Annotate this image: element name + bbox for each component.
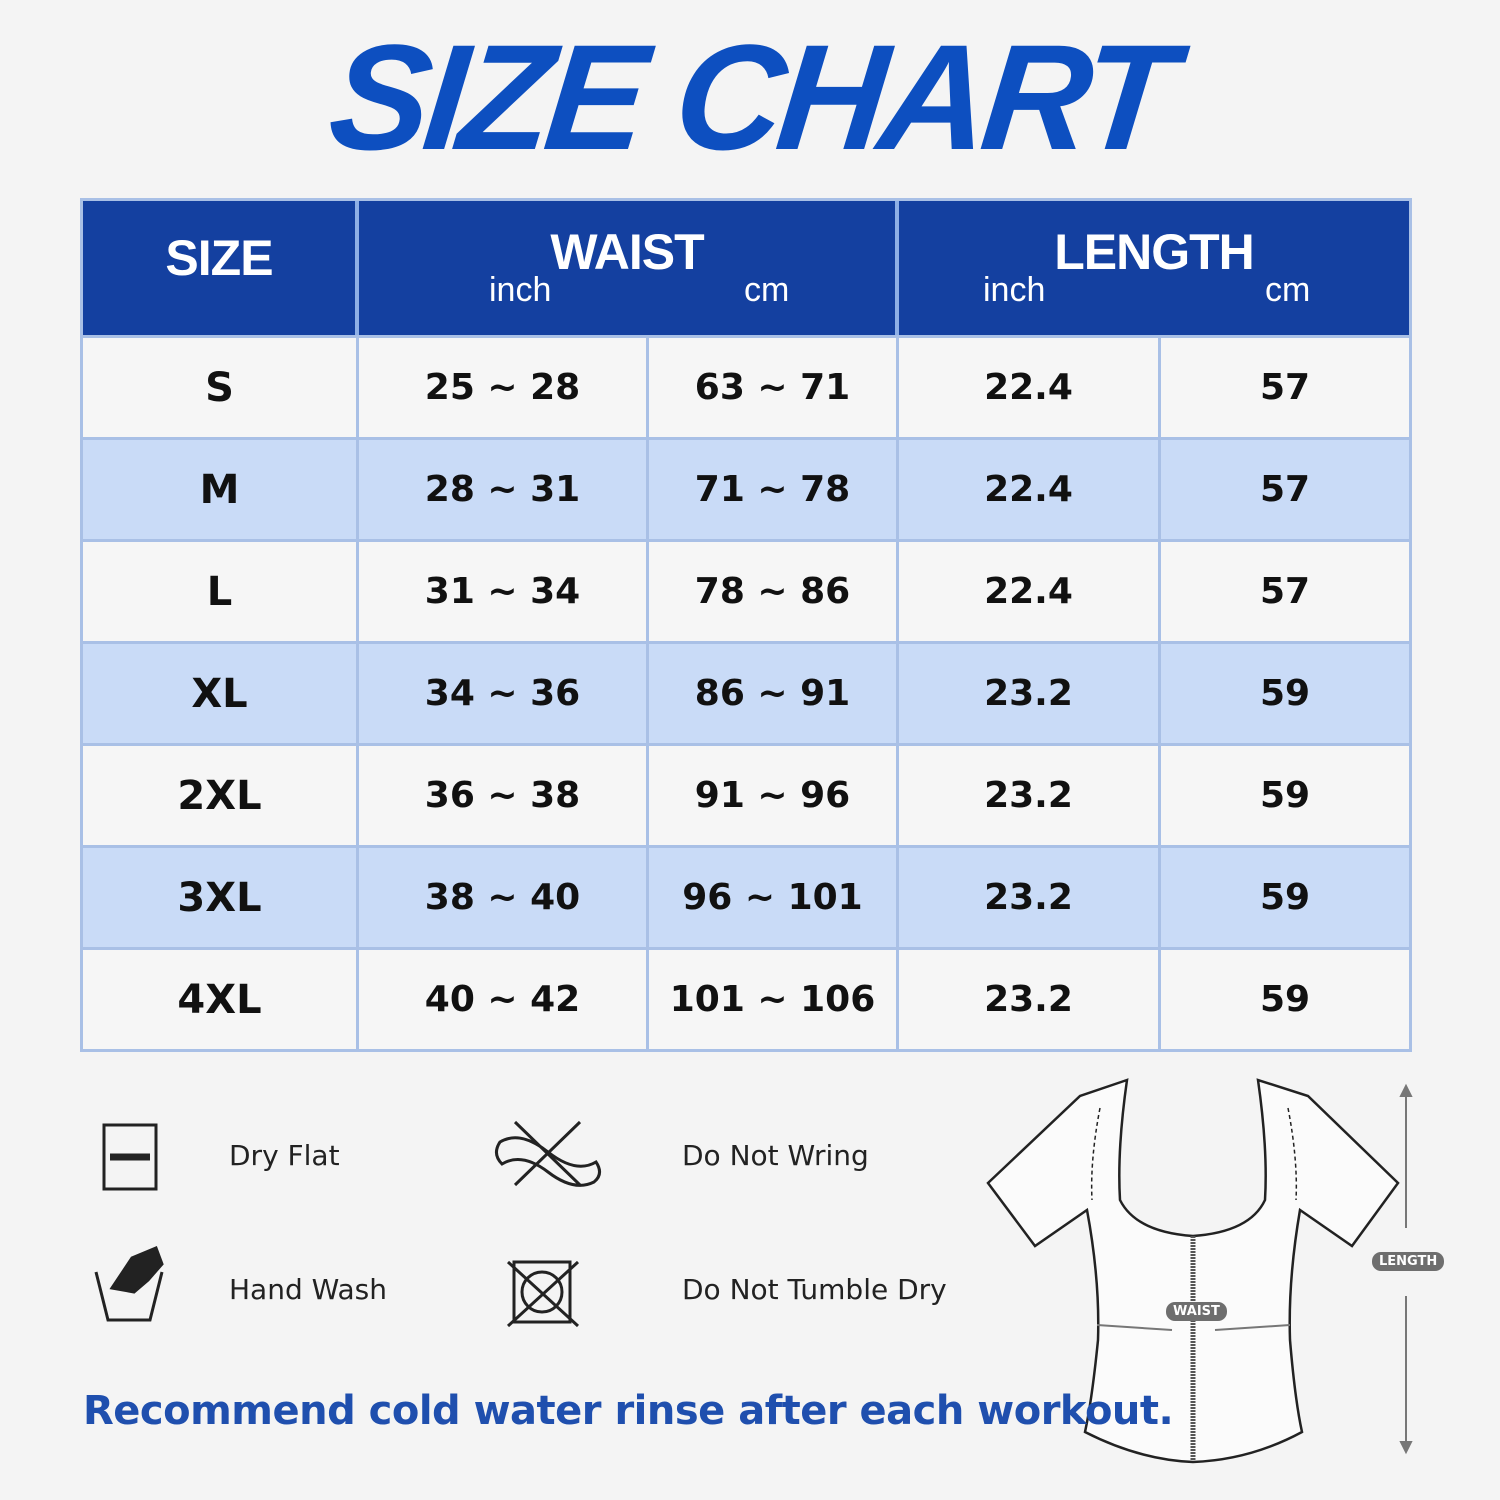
cell-length-inch: 23.2 (899, 644, 1161, 743)
cell-waist-cm: 63 ~ 71 (649, 338, 899, 437)
header-size: SIZE (83, 201, 359, 335)
table-row: S 25 ~ 28 63 ~ 71 22.4 57 (83, 335, 1409, 437)
waist-label: WAIST (1166, 1302, 1227, 1321)
table-row: 3XL 38 ~ 40 96 ~ 101 23.2 59 (83, 845, 1409, 947)
cell-size: XL (83, 644, 359, 743)
table-row: 2XL 36 ~ 38 91 ~ 96 23.2 59 (83, 743, 1409, 845)
cell-length-cm: 57 (1259, 367, 1311, 408)
cell-waist-cm: 101 ~ 106 (649, 950, 899, 1049)
cell-waist-inch: 28 ~ 31 (359, 440, 649, 539)
hand-wash-icon (94, 1246, 164, 1322)
cell-length-inch: 23.2 (899, 950, 1161, 1049)
cell-length-cm: 59 (1259, 877, 1311, 918)
cell-size: 2XL (83, 746, 359, 845)
cell-length-inch: 23.2 (899, 848, 1161, 947)
do-not-tumble-dry-icon (506, 1260, 580, 1328)
cell-size: M (83, 440, 359, 539)
cell-waist-cm: 91 ~ 96 (649, 746, 899, 845)
care-label-do-not-wring: Do Not Wring (682, 1139, 869, 1172)
dry-flat-icon (102, 1123, 158, 1191)
table-row: XL 34 ~ 36 86 ~ 91 23.2 59 (83, 641, 1409, 743)
length-label: LENGTH (1372, 1252, 1445, 1271)
header-waist: WAIST inch cm (359, 201, 899, 335)
cell-waist-inch: 40 ~ 42 (359, 950, 649, 1049)
cell-length-inch: 22.4 (899, 542, 1161, 641)
cell-waist-inch: 36 ~ 38 (359, 746, 649, 845)
cell-waist-inch: 38 ~ 40 (359, 848, 649, 947)
care-note: Recommend cold water rinse after each wo… (83, 1388, 1174, 1434)
cell-size: 4XL (83, 950, 359, 1049)
care-label-dry-flat: Dry Flat (229, 1139, 340, 1172)
do-not-wring-icon (495, 1120, 601, 1187)
table-row: 4XL 40 ~ 42 101 ~ 106 23.2 59 (83, 947, 1409, 1049)
cell-waist-inch: 34 ~ 36 (359, 644, 649, 743)
cell-size: L (83, 542, 359, 641)
table-row: L 31 ~ 34 78 ~ 86 22.4 57 (83, 539, 1409, 641)
table-header: SIZE WAIST inch cm LENGTH inch cm (83, 201, 1409, 335)
garment-diagram (986, 1078, 1400, 1464)
cell-length-cm: 59 (1259, 775, 1311, 816)
cell-waist-inch: 31 ~ 34 (359, 542, 649, 641)
cell-waist-cm: 78 ~ 86 (649, 542, 899, 641)
size-table: SIZE WAIST inch cm LENGTH inch cm S 25 ~ … (80, 198, 1412, 1052)
care-label-hand-wash: Hand Wash (229, 1273, 388, 1306)
header-length: LENGTH inch cm (983, 224, 1311, 309)
cell-size: S (83, 338, 359, 437)
length-arrow (1399, 1083, 1413, 1455)
care-label-do-not-tumble-dry: Do Not Tumble Dry (682, 1273, 947, 1306)
cell-length-inch: 22.4 (899, 440, 1161, 539)
cell-length-cm: 57 (1259, 571, 1311, 612)
cell-waist-cm: 96 ~ 101 (649, 848, 899, 947)
cell-length-cm: 59 (1259, 673, 1311, 714)
cell-size: 3XL (83, 848, 359, 947)
cell-length-inch: 22.4 (899, 338, 1161, 437)
cell-length-inch: 23.2 (899, 746, 1161, 845)
cell-waist-cm: 86 ~ 91 (649, 644, 899, 743)
cell-waist-cm: 71 ~ 78 (649, 440, 899, 539)
cell-length-cm: 59 (1259, 979, 1311, 1020)
table-row: M 28 ~ 31 71 ~ 78 22.4 57 (83, 437, 1409, 539)
cell-waist-inch: 25 ~ 28 (359, 338, 649, 437)
cell-length-cm: 57 (1259, 469, 1311, 510)
